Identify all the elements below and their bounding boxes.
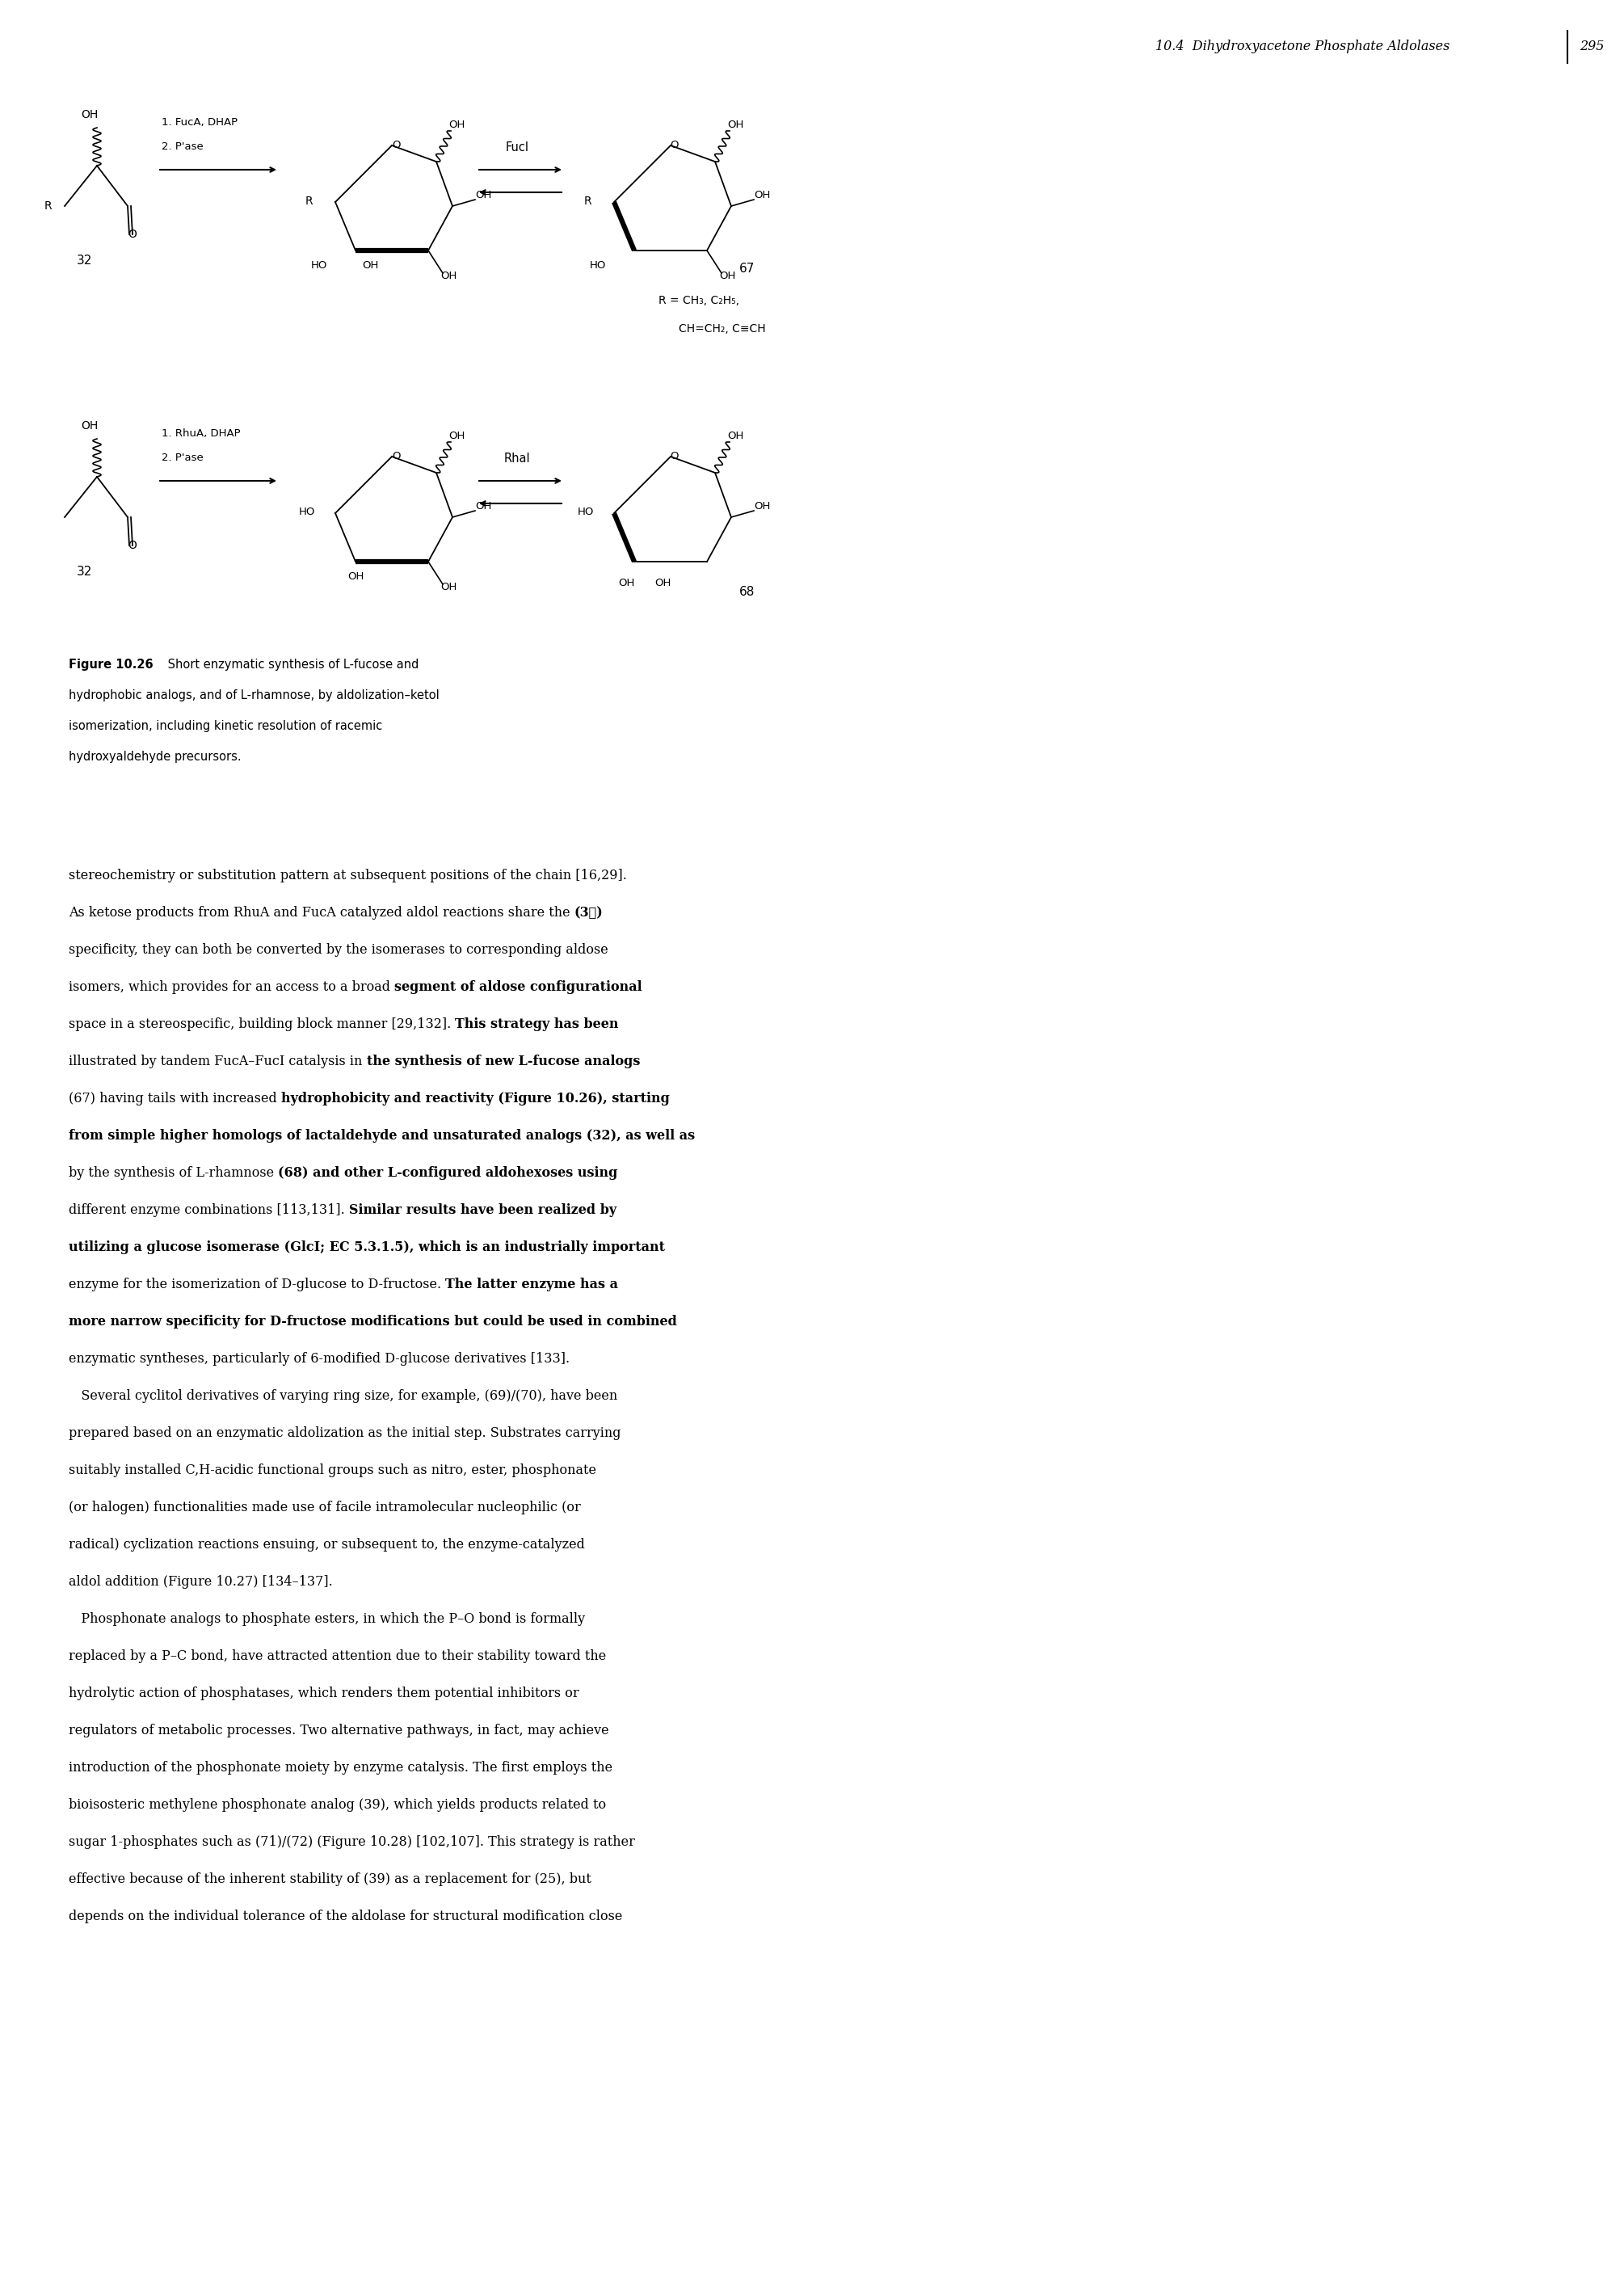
Text: FucI: FucI [505,142,529,153]
Text: OH: OH [619,577,635,589]
Text: introduction of the phosphonate moiety by enzyme catalysis. The first employs th: introduction of the phosphonate moiety b… [68,1762,612,1776]
Text: O: O [128,229,136,241]
Text: OH: OH [81,110,97,121]
Text: R: R [583,195,591,206]
Text: illustrated by tandem FucA–FucI catalysis in: illustrated by tandem FucA–FucI catalysi… [68,1054,367,1068]
Text: OH: OH [440,582,456,593]
Text: (67) having tails with increased: (67) having tails with increased [68,1093,281,1107]
Text: As ketose products from RhuA and FucA catalyzed aldol reactions share the: As ketose products from RhuA and FucA ca… [68,905,575,919]
Text: Similar results have been realized by: Similar results have been realized by [349,1203,617,1217]
Text: replaced by a P–C bond, have attracted attention due to their stability toward t: replaced by a P–C bond, have attracted a… [68,1650,606,1663]
Text: the synthesis of new L-fucose analogs: the synthesis of new L-fucose analogs [367,1054,640,1068]
Text: by the synthesis of L-rhamnose: by the synthesis of L-rhamnose [68,1166,278,1180]
Text: OH: OH [654,577,671,589]
Text: HO: HO [312,261,328,270]
Text: OH: OH [348,570,364,582]
Text: OH: OH [448,119,464,131]
Text: HO: HO [578,506,594,518]
Text: hydrophobicity and reactivity (Figure 10.26), starting: hydrophobicity and reactivity (Figure 10… [281,1093,669,1107]
Text: utilizing a glucose isomerase (GlcI; EC 5.3.1.5), which is an industrially impor: utilizing a glucose isomerase (GlcI; EC … [68,1239,664,1253]
Text: (or halogen) functionalities made use of facile intramolecular nucleophilic (or: (or halogen) functionalities made use of… [68,1501,581,1514]
Text: 1. FucA, DHAP: 1. FucA, DHAP [162,117,237,128]
Text: space in a stereospecific, building block manner [29,132].: space in a stereospecific, building bloc… [68,1017,455,1031]
Text: O: O [391,140,400,151]
Text: OH: OH [476,190,492,199]
Text: R: R [44,199,52,211]
Text: OH: OH [728,119,744,131]
Text: hydrolytic action of phosphatases, which renders them potential inhibitors or: hydrolytic action of phosphatases, which… [68,1686,580,1700]
Text: stereochemistry or substitution pattern at subsequent positions of the chain [16: stereochemistry or substitution pattern … [68,868,627,882]
Text: isomers, which provides for an access to a broad: isomers, which provides for an access to… [68,981,395,994]
Text: OH: OH [476,502,492,511]
Text: 32: 32 [76,254,93,266]
Text: OH: OH [81,419,97,431]
Text: from simple higher homologs of lactaldehyde and unsaturated analogs (32), as wel: from simple higher homologs of lactaldeh… [68,1129,695,1143]
Text: specificity, they can both be converted by the isomerases to corresponding aldos: specificity, they can both be converted … [68,944,609,958]
Text: O: O [128,541,136,552]
Text: sugar 1-phosphates such as (71)/(72) (Figure 10.28) [102,107]. This strategy is : sugar 1-phosphates such as (71)/(72) (Fi… [68,1835,635,1849]
Text: OH: OH [719,270,736,282]
Text: bioisosteric methylene phosphonate analog (39), which yields products related to: bioisosteric methylene phosphonate analo… [68,1798,606,1812]
Text: more narrow specificity for D-fructose modifications but could be used in combin: more narrow specificity for D-fructose m… [68,1315,677,1329]
Text: 32: 32 [76,566,93,577]
Text: 295: 295 [1580,39,1605,53]
Text: effective because of the inherent stability of (39) as a replacement for (25), b: effective because of the inherent stabil… [68,1872,591,1885]
Text: O: O [671,451,679,460]
Text: 2. P'ase: 2. P'ase [162,142,203,151]
Text: OH: OH [754,502,770,511]
Text: The latter enzyme has a: The latter enzyme has a [445,1278,619,1292]
Text: 67: 67 [739,263,755,275]
Text: OH: OH [362,261,378,270]
Text: 68: 68 [739,586,755,598]
Text: R: R [305,195,313,206]
Text: different enzyme combinations [113,131].: different enzyme combinations [113,131]. [68,1203,349,1217]
Text: 2. P'ase: 2. P'ase [162,454,203,463]
Text: OH: OH [440,270,456,282]
Text: Phosphonate analogs to phosphate esters, in which the P–O bond is formally: Phosphonate analogs to phosphate esters,… [68,1613,585,1627]
Text: This strategy has been: This strategy has been [455,1017,619,1031]
Text: hydrophobic analogs, and of L-rhamnose, by aldolization–ketol: hydrophobic analogs, and of L-rhamnose, … [68,690,440,701]
Text: regulators of metabolic processes. Two alternative pathways, in fact, may achiev: regulators of metabolic processes. Two a… [68,1723,609,1737]
Text: Several cyclitol derivatives of varying ring size, for example, (69)/(70), have : Several cyclitol derivatives of varying … [68,1388,617,1402]
Text: aldol addition (Figure 10.27) [134–137].: aldol addition (Figure 10.27) [134–137]. [68,1574,333,1588]
Text: HO: HO [299,506,315,518]
Text: 1. RhuA, DHAP: 1. RhuA, DHAP [162,428,240,440]
Text: enzymatic syntheses, particularly of 6-modified D-glucose derivatives [133].: enzymatic syntheses, particularly of 6-m… [68,1352,570,1365]
Text: OH: OH [754,190,770,199]
Text: RhaI: RhaI [503,454,531,465]
Text: OH: OH [448,431,464,442]
Text: HO: HO [590,261,606,270]
Text: radical) cyclization reactions ensuing, or subsequent to, the enzyme-catalyzed: radical) cyclization reactions ensuing, … [68,1537,585,1551]
Text: Short enzymatic synthesis of L-fucose and: Short enzymatic synthesis of L-fucose an… [164,658,419,671]
Text: Figure 10.26: Figure 10.26 [68,658,153,671]
Text: enzyme for the isomerization of D-glucose to D-fructose.: enzyme for the isomerization of D-glucos… [68,1278,445,1292]
Text: O: O [391,451,400,460]
Text: R = CH₃, C₂H₅,: R = CH₃, C₂H₅, [658,296,739,307]
Text: CH=CH₂, C≡CH: CH=CH₂, C≡CH [679,323,765,334]
Text: (68) and other L-configured aldohexoses using: (68) and other L-configured aldohexoses … [278,1166,617,1180]
Text: 10.4  Dihydroxyacetone Phosphate Aldolases: 10.4 Dihydroxyacetone Phosphate Aldolase… [1155,39,1450,53]
Text: depends on the individual tolerance of the aldolase for structural modification : depends on the individual tolerance of t… [68,1911,622,1924]
Text: O: O [671,140,679,151]
Text: (3ℝ): (3ℝ) [575,905,603,919]
Text: prepared based on an enzymatic aldolization as the initial step. Substrates carr: prepared based on an enzymatic aldolizat… [68,1427,620,1441]
Text: suitably installed C,H-acidic functional groups such as nitro, ester, phosphonat: suitably installed C,H-acidic functional… [68,1464,596,1478]
Text: hydroxyaldehyde precursors.: hydroxyaldehyde precursors. [68,751,242,763]
Text: segment of aldose configurational: segment of aldose configurational [395,981,641,994]
Text: OH: OH [728,431,744,442]
Text: isomerization, including kinetic resolution of racemic: isomerization, including kinetic resolut… [68,719,382,733]
